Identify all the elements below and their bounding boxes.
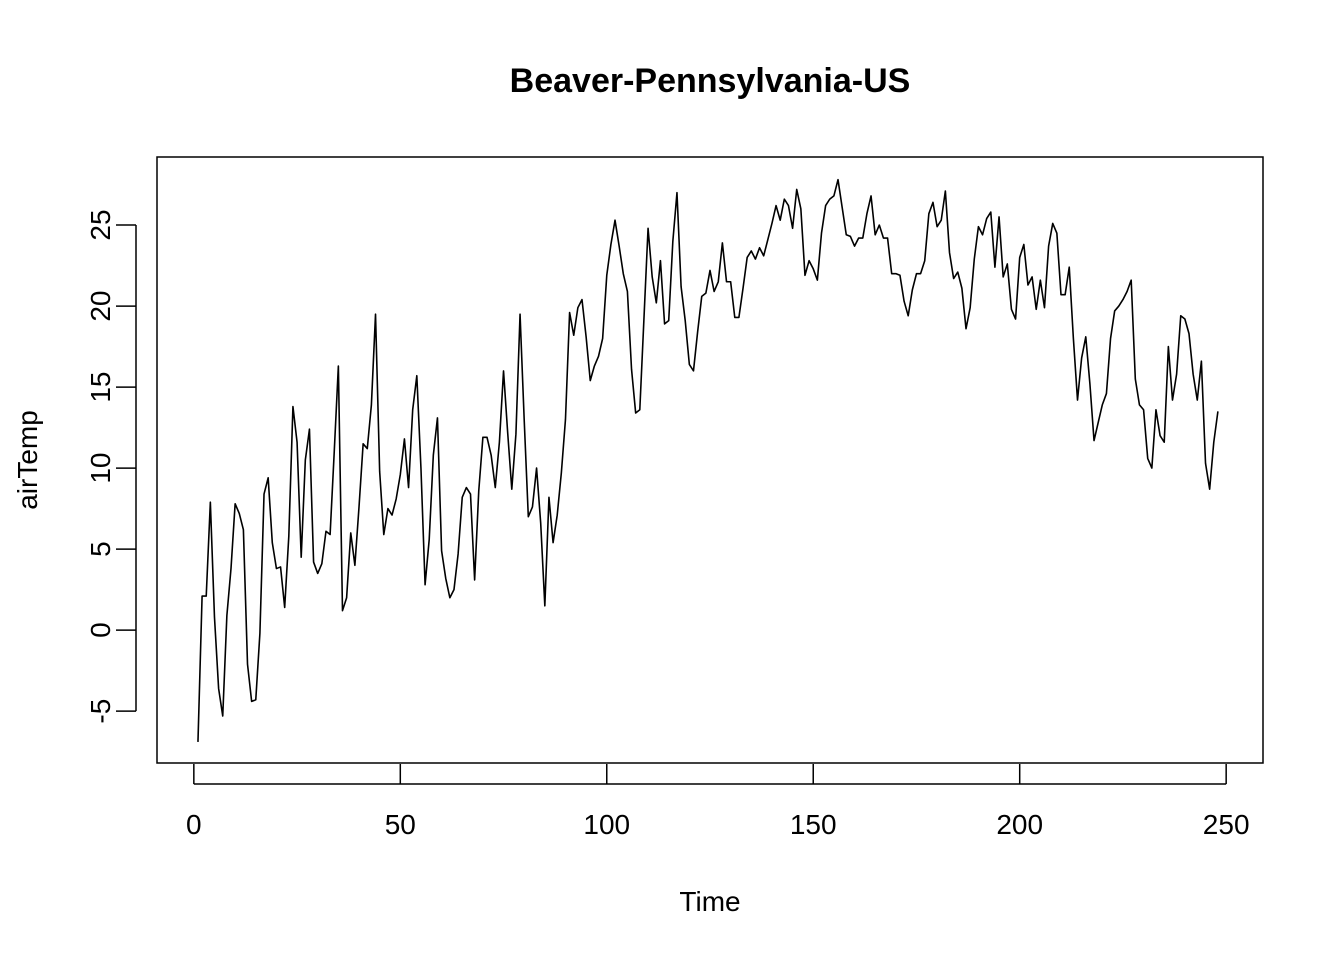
y-tick-label: 25 bbox=[85, 209, 116, 240]
x-tick-label: 150 bbox=[790, 809, 837, 840]
x-tick-label: 200 bbox=[996, 809, 1043, 840]
y-tick-label: 5 bbox=[85, 541, 116, 557]
y-tick-label: -5 bbox=[85, 699, 116, 724]
y-tick-label: 20 bbox=[85, 290, 116, 321]
x-axis-label: Time bbox=[679, 886, 740, 917]
y-axis: -5 0 5 10 15 20 25 bbox=[85, 209, 137, 724]
series-line bbox=[197, 178, 1219, 742]
x-axis: 0 50 100 150 200 250 bbox=[186, 764, 1250, 840]
y-tick-label: 0 bbox=[85, 622, 116, 638]
y-axis-label: airTemp bbox=[12, 410, 43, 510]
x-tick-label: 100 bbox=[583, 809, 630, 840]
chart-title: Beaver-Pennsylvania-US bbox=[510, 62, 911, 100]
series-layer bbox=[197, 178, 1219, 742]
x-tick-label: 0 bbox=[186, 809, 202, 840]
y-tick-label: 10 bbox=[85, 453, 116, 484]
x-tick-label: 50 bbox=[385, 809, 416, 840]
x-tick-label: 250 bbox=[1203, 809, 1250, 840]
plot-frame bbox=[156, 156, 1264, 764]
y-tick-label: 15 bbox=[85, 372, 116, 403]
